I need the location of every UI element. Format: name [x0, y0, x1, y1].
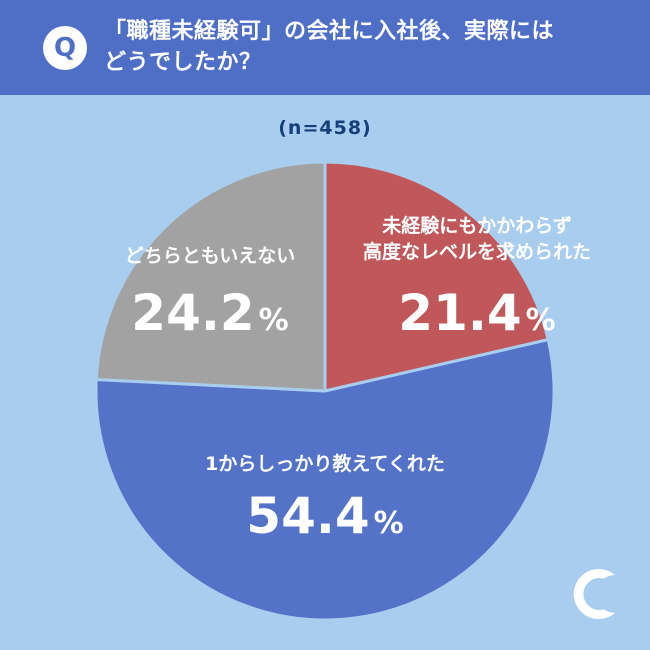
slice-neutral: [94, 160, 327, 393]
question-text: 「職種未経験可」の会社に入社後、実際には どうでしたか？: [104, 16, 634, 78]
crescent-logo-icon: [573, 569, 615, 619]
slice-label: どちらともいえない: [125, 245, 296, 267]
sample-size: (n=458): [278, 117, 372, 139]
slice-percentage: 54.4%: [246, 487, 403, 545]
slice-taught-from-basics: [94, 338, 556, 622]
question-line-1: 「職種未経験可」の会社に入社後、実際には: [104, 19, 555, 44]
slice-percentage: 24.2%: [131, 284, 288, 342]
slice-percentage: 21.4%: [398, 284, 555, 342]
question-header: Q 「職種未経験可」の会社に入社後、実際には どうでしたか？: [0, 0, 650, 95]
question-line-2: どうでしたか？: [104, 50, 262, 75]
slice-label: 高度なレベルを求められた: [363, 240, 591, 263]
slice-label: 未経験にもかかわらず: [381, 214, 572, 237]
slice-label: 1からしっかり教えてくれた: [205, 452, 445, 475]
question-badge: Q: [43, 26, 87, 70]
slice-high-level: [323, 160, 550, 393]
